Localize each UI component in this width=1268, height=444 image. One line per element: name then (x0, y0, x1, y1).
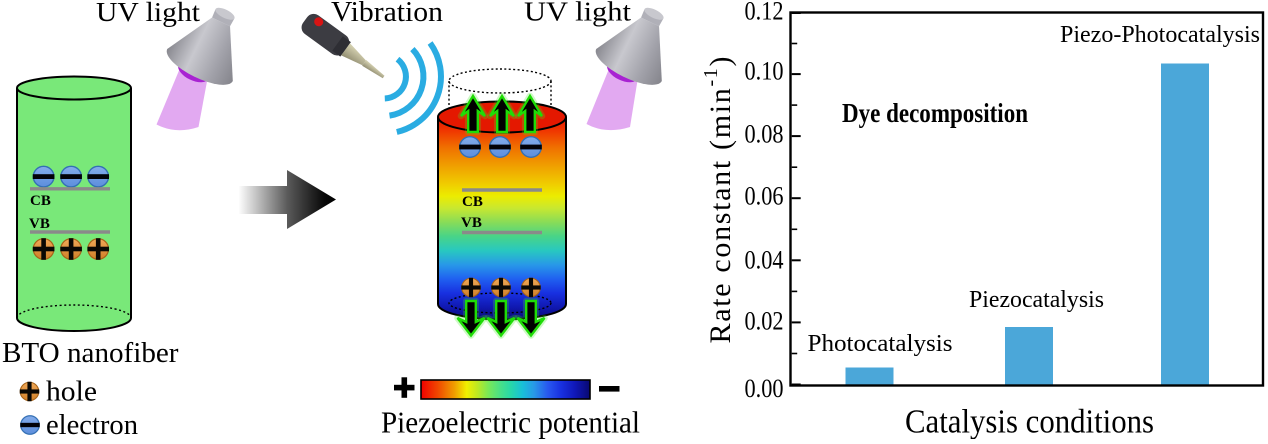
svg-text:UV light: UV light (524, 0, 632, 27)
svg-text:UV light: UV light (96, 0, 201, 27)
svg-text:0.12: 0.12 (745, 0, 784, 26)
svg-text:Piezocatalysis: Piezocatalysis (969, 287, 1104, 313)
svg-text:Piezoelectric potential: Piezoelectric potential (381, 405, 640, 440)
svg-text:Catalysis conditions: Catalysis conditions (905, 404, 1154, 440)
svg-text:Vibration: Vibration (331, 0, 444, 28)
svg-text:BTO nanofiber: BTO nanofiber (2, 338, 179, 369)
svg-text:Piezo-Photocatalysis: Piezo-Photocatalysis (1060, 22, 1260, 48)
svg-text:0.10: 0.10 (745, 57, 784, 86)
svg-text:VB: VB (461, 215, 482, 231)
svg-text:0.02: 0.02 (745, 306, 784, 335)
svg-text:0.00: 0.00 (745, 374, 784, 403)
svg-text:Rate constant (min-1): Rate constant (min-1) (700, 57, 737, 344)
svg-text:0.08: 0.08 (745, 120, 784, 149)
svg-text:hole: hole (46, 377, 97, 408)
svg-text:Photocatalysis: Photocatalysis (808, 331, 953, 357)
svg-text:VB: VB (29, 216, 50, 232)
svg-text:CB: CB (462, 194, 483, 210)
svg-text:0.06: 0.06 (745, 182, 784, 211)
svg-text:CB: CB (30, 193, 51, 209)
svg-text:Dye decomposition: Dye decomposition (842, 98, 1028, 128)
svg-text:0.04: 0.04 (745, 245, 784, 274)
svg-text:electron: electron (46, 410, 138, 439)
